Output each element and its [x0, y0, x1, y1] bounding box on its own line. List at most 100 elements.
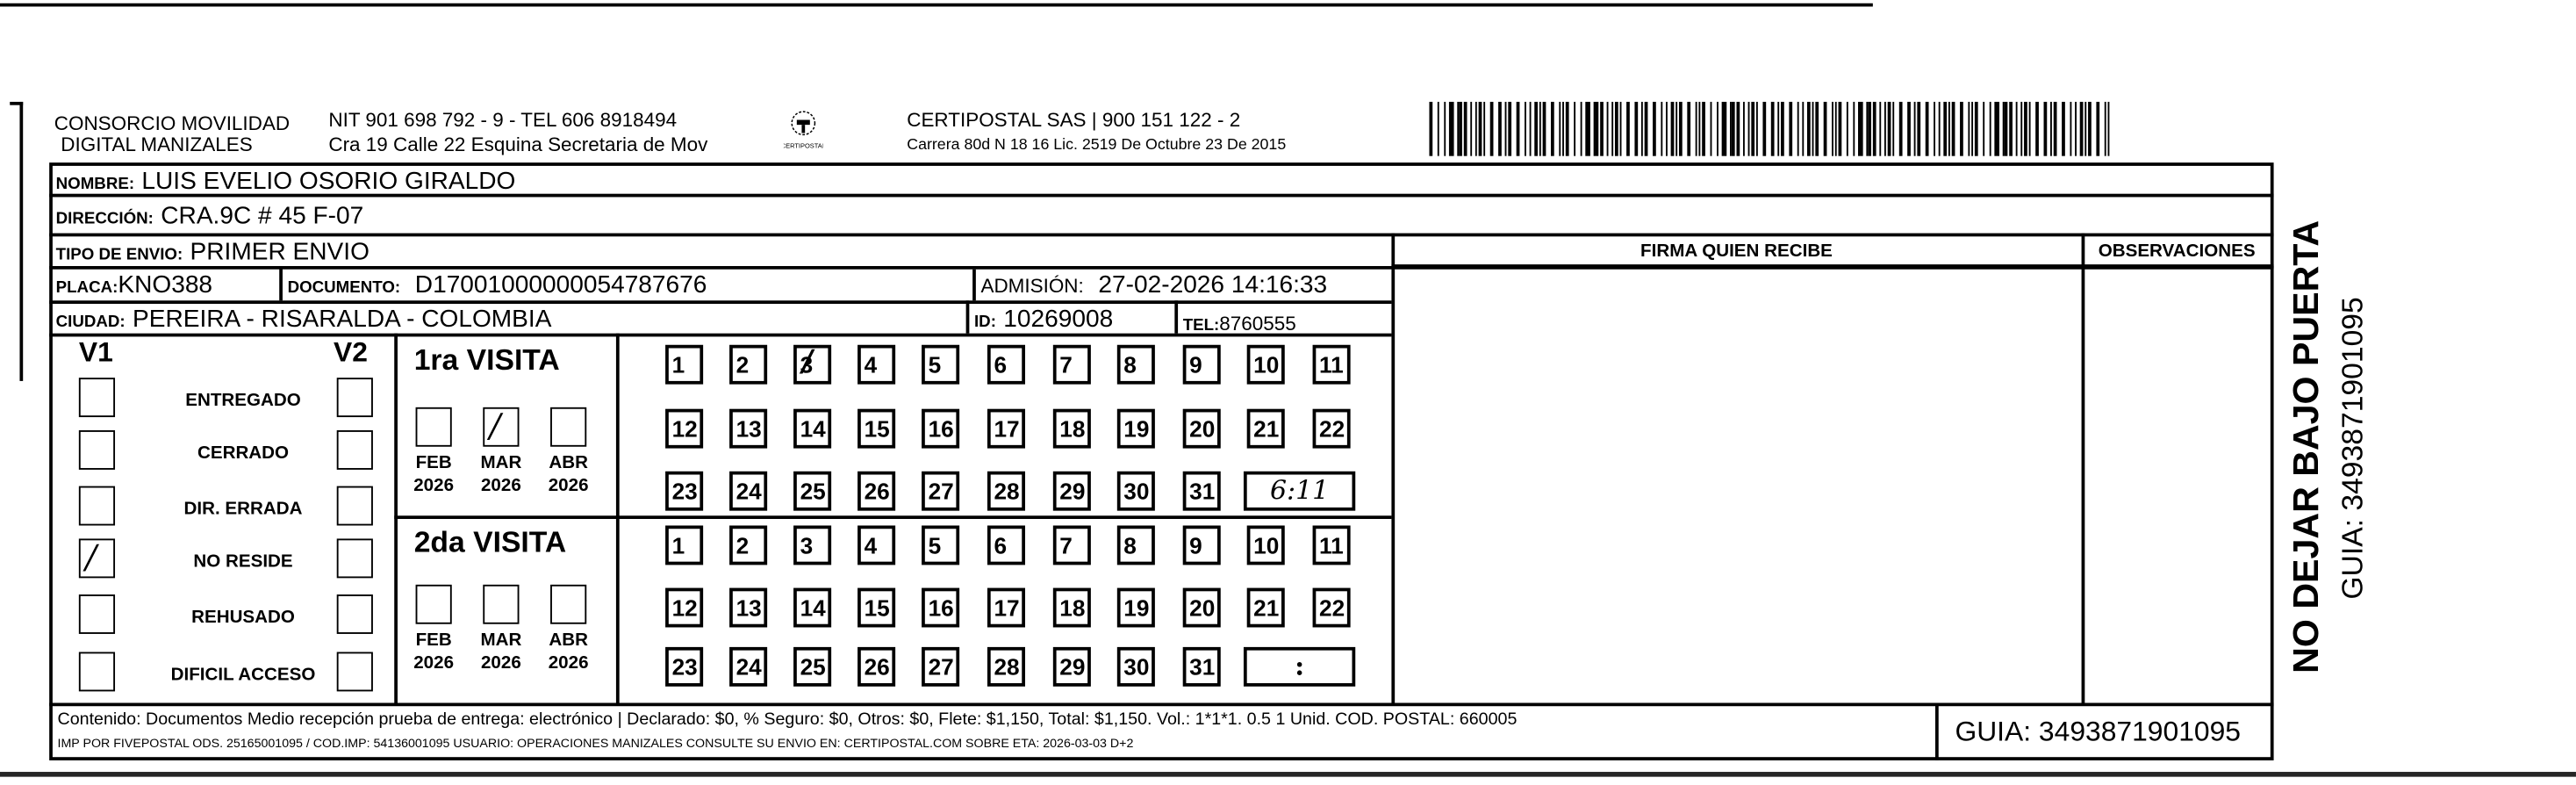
day-box-26[interactable]: 26: [857, 646, 896, 687]
day-box-25[interactable]: 25: [793, 471, 832, 511]
v1-checkbox[interactable]: [78, 594, 116, 634]
v2-checkbox[interactable]: [336, 538, 373, 579]
v2-checkbox[interactable]: [336, 378, 373, 418]
month-checkbox-feb[interactable]: [415, 407, 452, 447]
day-box-18[interactable]: 18: [1052, 408, 1091, 449]
main-frame: [49, 162, 2274, 760]
day-box-4[interactable]: 4: [857, 525, 896, 565]
status-label: DIFICIL ACCESO: [170, 665, 316, 685]
day-box-3[interactable]: 3/: [793, 344, 832, 385]
month-label: MAR: [480, 453, 522, 473]
barcode-bar: [1615, 101, 1619, 156]
day-box-30[interactable]: 30: [1116, 471, 1155, 511]
day-box-23[interactable]: 23: [665, 646, 704, 687]
day-box-9[interactable]: 9: [1182, 344, 1221, 385]
day-box-11[interactable]: 11: [1312, 344, 1351, 385]
day-box-8[interactable]: 8: [1116, 525, 1155, 565]
day-box-24[interactable]: 24: [729, 646, 768, 687]
day-box-21[interactable]: 21: [1246, 408, 1285, 449]
month-checkbox-abr[interactable]: [550, 584, 587, 624]
day-box-19[interactable]: 19: [1116, 408, 1155, 449]
day-box-29[interactable]: 29: [1052, 471, 1091, 511]
v2-checkbox[interactable]: [336, 430, 373, 470]
barcode-bar: [1838, 101, 1842, 156]
v2-checkbox[interactable]: [336, 486, 373, 526]
day-box-5[interactable]: 5: [922, 344, 960, 385]
v2-checkbox[interactable]: [336, 652, 373, 692]
day-box-16[interactable]: 16: [922, 408, 960, 449]
time-box[interactable]: :: [1243, 646, 1356, 687]
day-box-20[interactable]: 20: [1182, 587, 1221, 628]
day-box-2[interactable]: 2: [729, 525, 768, 565]
day-box-11[interactable]: 11: [1312, 525, 1351, 565]
day-box-28[interactable]: 28: [987, 646, 1026, 687]
day-box-17[interactable]: 17: [987, 587, 1026, 628]
day-box-13[interactable]: 13: [729, 587, 768, 628]
day-box-12[interactable]: 12: [665, 587, 704, 628]
v2-checkbox[interactable]: [336, 594, 373, 634]
day-box-14[interactable]: 14: [793, 587, 832, 628]
day-box-2[interactable]: 2: [729, 344, 768, 385]
barcode-bar: [1489, 101, 1493, 156]
v1-checkbox[interactable]: [78, 378, 116, 418]
day-box-17[interactable]: 17: [987, 408, 1026, 449]
day-box-21[interactable]: 21: [1246, 587, 1285, 628]
month-checkbox-abr[interactable]: [550, 407, 587, 447]
day-box-25[interactable]: 25: [793, 646, 832, 687]
barcode-bar: [2005, 101, 2007, 156]
v1-checkbox[interactable]: [78, 430, 116, 470]
time-box[interactable]: 6:11: [1243, 471, 1356, 511]
day-box-13[interactable]: 13: [729, 408, 768, 449]
day-box-12[interactable]: 12: [665, 408, 704, 449]
day-box-3[interactable]: 3: [793, 525, 832, 565]
footer-guia: GUIA: 3493871901095: [1955, 716, 2241, 747]
v1-checkbox[interactable]: /: [78, 537, 116, 579]
day-box-27[interactable]: 27: [922, 646, 960, 687]
day-box-28[interactable]: 28: [987, 471, 1026, 511]
carrier-line: CERTIPOSTAL SAS | 900 151 122 - 2: [907, 108, 1241, 132]
day-box-8[interactable]: 8: [1116, 344, 1155, 385]
year-label: 2026: [548, 476, 589, 496]
v1-checkbox[interactable]: [78, 652, 116, 692]
barcode-bar: [1509, 101, 1511, 156]
month-checkbox-mar[interactable]: [483, 584, 520, 624]
day-box-22[interactable]: 22: [1312, 408, 1351, 449]
barcode-bar: [1898, 101, 1902, 156]
day-box-1[interactable]: 1: [665, 525, 704, 565]
day-box-16[interactable]: 16: [922, 587, 960, 628]
day-box-5[interactable]: 5: [922, 525, 960, 565]
day-box-29[interactable]: 29: [1052, 646, 1091, 687]
day-box-10[interactable]: 10: [1246, 344, 1285, 385]
day-box-19[interactable]: 19: [1116, 587, 1155, 628]
day-box-27[interactable]: 27: [922, 471, 960, 511]
day-box-31[interactable]: 31: [1182, 471, 1221, 511]
day-box-7[interactable]: 7: [1052, 344, 1091, 385]
day-box-1[interactable]: 1: [665, 344, 704, 385]
barcode-bar: [1831, 101, 1833, 156]
day-box-18[interactable]: 18: [1052, 587, 1091, 628]
month-checkbox-feb[interactable]: [415, 584, 452, 624]
day-box-20[interactable]: 20: [1182, 408, 1221, 449]
month-checkbox-mar[interactable]: /: [483, 407, 520, 447]
barcode-bar: [1762, 101, 1766, 156]
day-box-23[interactable]: 23: [665, 471, 704, 511]
v1-checkbox[interactable]: [78, 486, 116, 526]
day-box-4[interactable]: 4: [857, 344, 896, 385]
day-box-24[interactable]: 24: [729, 471, 768, 511]
day-box-26[interactable]: 26: [857, 471, 896, 511]
day-box-6[interactable]: 6: [987, 525, 1026, 565]
day-box-6[interactable]: 6: [987, 344, 1026, 385]
day-box-30[interactable]: 30: [1116, 646, 1155, 687]
day-box-31[interactable]: 31: [1182, 646, 1221, 687]
day-box-10[interactable]: 10: [1246, 525, 1285, 565]
tipo-envio-field: TIPO DE ENVIO: PRIMER ENVIO: [55, 238, 370, 266]
day-box-15[interactable]: 15: [857, 587, 896, 628]
barcode-bar: [2001, 101, 2004, 156]
day-box-9[interactable]: 9: [1182, 525, 1221, 565]
day-box-15[interactable]: 15: [857, 408, 896, 449]
left-bracket: [19, 101, 24, 381]
day-box-7[interactable]: 7: [1052, 525, 1091, 565]
day-box-22[interactable]: 22: [1312, 587, 1351, 628]
check-mark: /: [85, 537, 97, 577]
day-box-14[interactable]: 14: [793, 408, 832, 449]
